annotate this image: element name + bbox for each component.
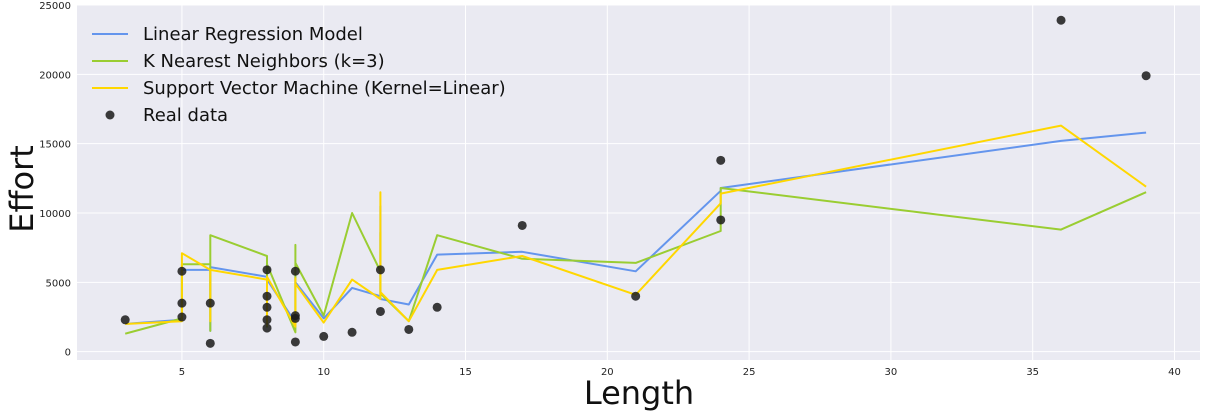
x-tick-label: 40 bbox=[1168, 367, 1181, 378]
real-data-point bbox=[404, 324, 414, 334]
real-data-point bbox=[262, 315, 272, 325]
x-tick-label: 25 bbox=[743, 367, 756, 378]
legend-label: Real data bbox=[143, 105, 228, 126]
real-data-point bbox=[205, 298, 215, 308]
real-data-point bbox=[262, 323, 272, 333]
real-data-point bbox=[290, 337, 300, 347]
real-data-point bbox=[517, 220, 527, 230]
plot-area bbox=[77, 5, 1200, 360]
legend-swatch bbox=[105, 110, 115, 120]
y-tick-labels: 0 5000 10000 15000 20000 25000 bbox=[39, 1, 71, 359]
real-data-point bbox=[262, 265, 272, 275]
real-data-point bbox=[716, 215, 726, 225]
y-tick-label: 5000 bbox=[46, 278, 71, 289]
y-axis-label: Effort bbox=[3, 145, 41, 233]
y-tick-label: 15000 bbox=[39, 140, 71, 151]
legend-label: Linear Regression Model bbox=[143, 24, 363, 45]
real-data-point bbox=[375, 306, 385, 316]
real-data-point bbox=[432, 302, 442, 312]
real-data-point bbox=[177, 266, 187, 276]
x-tick-label: 15 bbox=[459, 367, 472, 378]
real-data-point bbox=[716, 155, 726, 165]
legend-label: Support Vector Machine (Kernel=Linear) bbox=[143, 78, 506, 99]
y-tick-label: 20000 bbox=[39, 70, 71, 81]
real-data-point bbox=[205, 338, 215, 348]
real-data-point bbox=[1141, 71, 1151, 81]
y-tick-label: 10000 bbox=[39, 209, 71, 220]
real-data-point bbox=[120, 315, 130, 325]
x-tick-label: 30 bbox=[885, 367, 898, 378]
real-data-point bbox=[177, 312, 187, 322]
y-tick-label: 0 bbox=[65, 348, 71, 359]
real-data-point bbox=[375, 265, 385, 275]
x-axis-label: Length bbox=[584, 374, 694, 412]
x-tick-label: 20 bbox=[601, 367, 614, 378]
legend-label: K Nearest Neighbors (k=3) bbox=[143, 51, 385, 72]
y-tick-label: 25000 bbox=[39, 1, 71, 12]
series-layer bbox=[120, 15, 1151, 348]
x-tick-label: 5 bbox=[179, 367, 185, 378]
real-data-point bbox=[631, 291, 641, 301]
x-tick-label: 35 bbox=[1026, 367, 1039, 378]
real-data-point bbox=[262, 302, 272, 312]
real-data-point bbox=[1056, 15, 1066, 25]
real-data-point bbox=[290, 313, 300, 323]
real-data-point bbox=[290, 266, 300, 276]
real-data-point bbox=[347, 327, 357, 337]
x-tick-label: 10 bbox=[317, 367, 330, 378]
x-tick-labels: 5 10 15 20 25 30 35 40 bbox=[179, 367, 1181, 378]
real-data-point bbox=[177, 298, 187, 308]
real-data-point bbox=[319, 331, 329, 341]
grid-lines bbox=[77, 4, 1200, 360]
real-data-point bbox=[262, 291, 272, 301]
legend: Linear Regression Model K Nearest Neighbo… bbox=[92, 24, 506, 126]
